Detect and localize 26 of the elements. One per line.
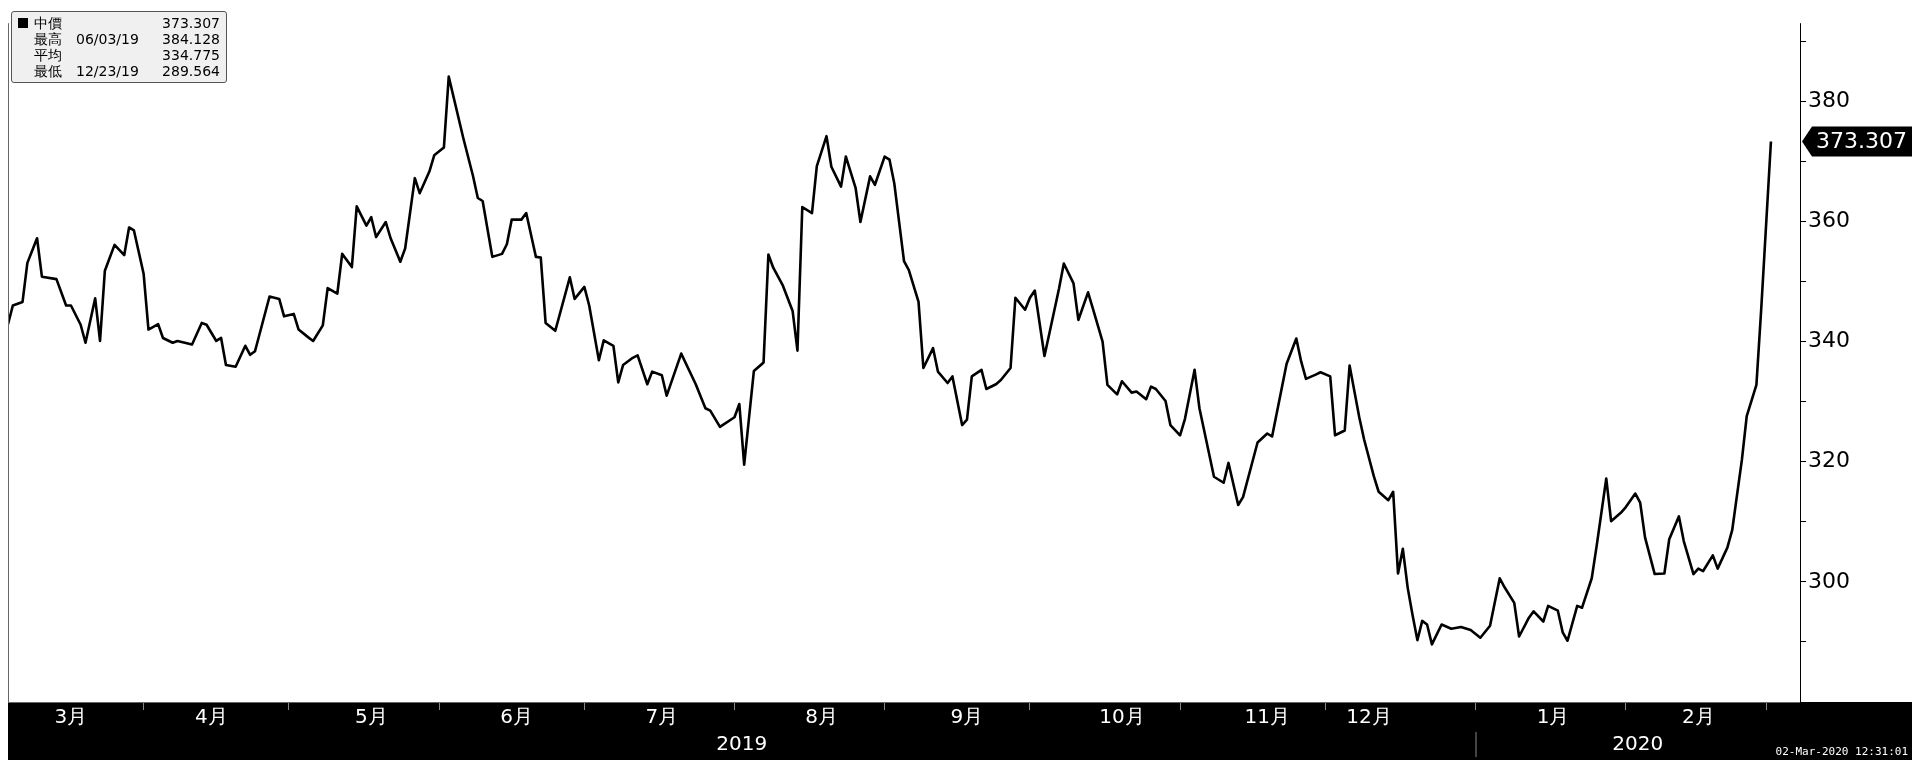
x-tick-label: 1月 xyxy=(1536,704,1570,729)
x-tick-label: 10月 xyxy=(1099,704,1145,729)
x-tick-label: 11月 xyxy=(1244,704,1290,729)
x-tick-label: 8月 xyxy=(805,704,839,729)
text: 2020 xyxy=(1612,731,1664,756)
x-tick-label: 2月 xyxy=(1681,704,1715,729)
x-tick-label: 3月 xyxy=(54,704,88,729)
x-tick-label: 12月 xyxy=(1346,704,1392,729)
y-tick-label: 340 xyxy=(1808,327,1850,353)
text: 最低 12/23/19 289.564 xyxy=(34,63,220,79)
text: 02-Mar-2020 12:31:01 xyxy=(1775,744,1908,758)
y-tick-label: 320 xyxy=(1808,447,1850,473)
text: 中價 xyxy=(34,15,62,31)
text: 平均 334.775 xyxy=(34,47,220,63)
y-tick-label: 300 xyxy=(1808,567,1850,593)
text: 最高 06/03/19 384.128 xyxy=(34,31,220,47)
x-tick-label: 5月 xyxy=(354,704,388,729)
x-tick-label: 4月 xyxy=(195,704,228,729)
x-tick-label: 9月 xyxy=(950,704,984,729)
text: 2019 xyxy=(716,731,768,756)
y-tick-label: 360 xyxy=(1808,207,1850,233)
x-tick-label: 7月 xyxy=(645,704,679,729)
x-tick-label: 6月 xyxy=(500,704,533,729)
y-tick-label: 380 xyxy=(1808,87,1850,113)
annotation: 373.307 xyxy=(161,15,220,31)
text: 373.307 xyxy=(1816,128,1907,154)
